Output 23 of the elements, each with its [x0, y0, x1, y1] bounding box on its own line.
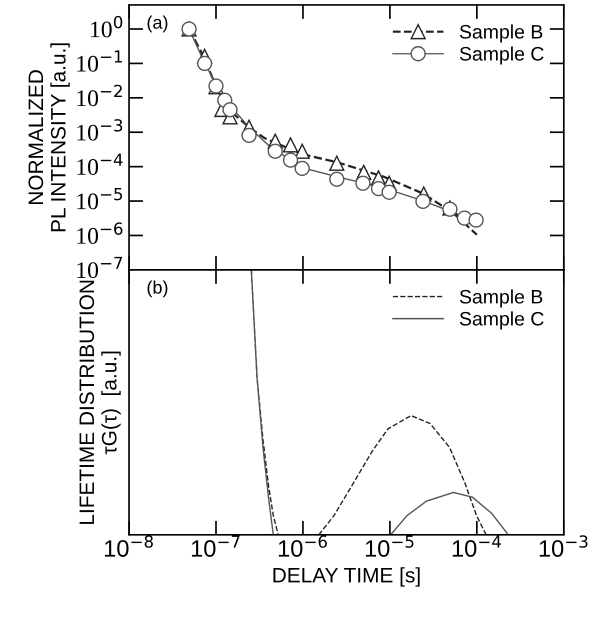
annotation: (b) — [148, 280, 168, 298]
y-tick-label: 10$^{−4}$ — [77, 154, 123, 175]
annotation: (a) — [148, 16, 168, 32]
y-tick-label: 10$^{−5}$ — [77, 188, 122, 210]
legend-label: Sample C — [460, 46, 544, 65]
legend-label: Sample C — [460, 311, 544, 330]
x-tick-label: 10$^{−5}$ — [366, 536, 414, 557]
y-tick-label: 10$^{−1}$ — [77, 50, 122, 72]
y-tick-label: 10$^{−2}$ — [77, 84, 122, 106]
x-tick-label: 10$^{−3}$ — [540, 535, 588, 557]
x-tick-label: 10$^{−8}$ — [104, 535, 153, 557]
legend-label: Sample B — [460, 289, 542, 308]
y-axis-title: LIFETIME DISTRIBUTION τG(τ) [a.u.] — [79, 280, 121, 524]
y-tick-label: 10$^{−3}$ — [77, 119, 122, 141]
x-tick-label: 10$^{−4}$ — [452, 536, 501, 557]
legend-label: Sample B — [460, 24, 542, 43]
x-tick-label: 10$^{−7}$ — [192, 536, 240, 557]
y-tick-label: 10$^{−6}$ — [77, 222, 122, 244]
y-tick-label: 10$^{0}$ — [91, 16, 122, 38]
y-tick-label: 10$^{−7}$ — [77, 256, 122, 278]
x-tick-label: 10$^{−6}$ — [278, 535, 327, 557]
y-axis-title: NORMALIZED PL INTENSITY [a.u.] — [28, 43, 70, 232]
x-axis-title: DELAY TIME [s] — [273, 567, 420, 587]
